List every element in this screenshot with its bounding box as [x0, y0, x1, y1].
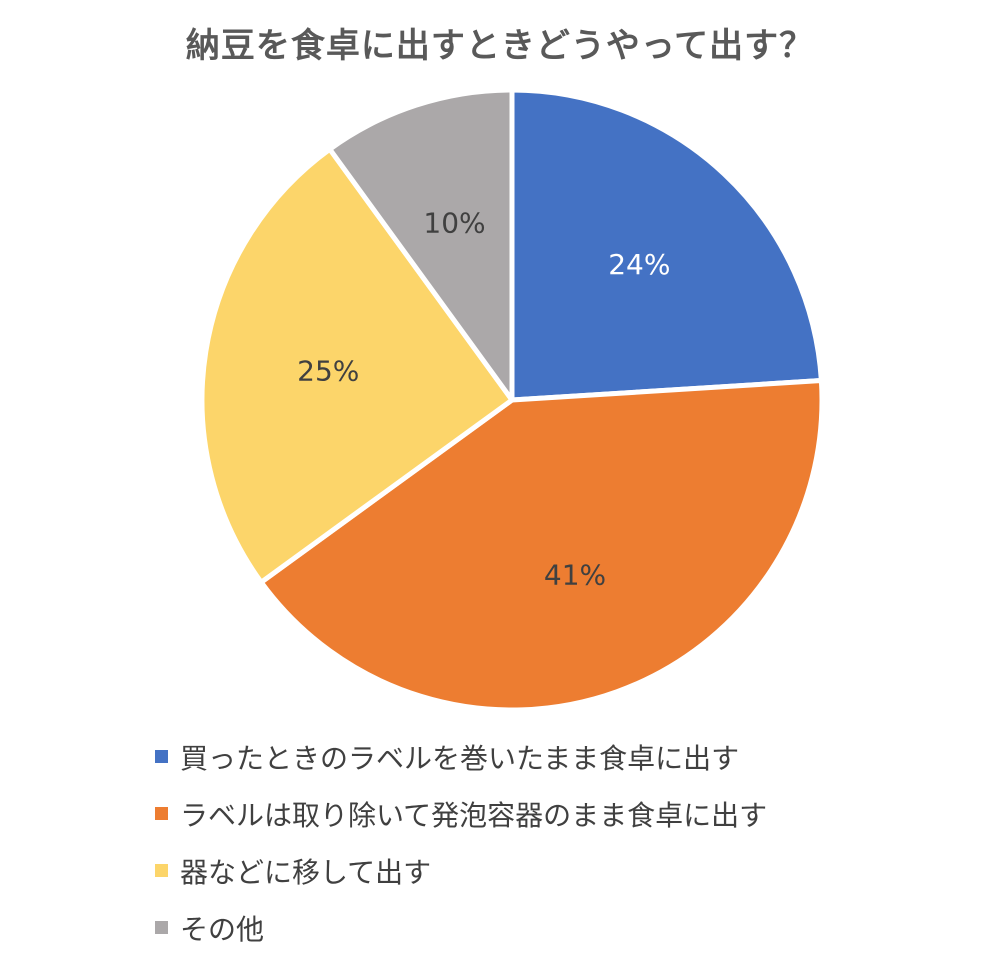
- legend-item: 買ったときのラベルを巻いたまま食卓に出す: [155, 728, 767, 785]
- data-label-1: 41%: [544, 559, 606, 592]
- pie-chart: 24% 41% 25% 10%: [199, 87, 825, 713]
- legend-item: その他: [155, 899, 767, 956]
- pie-slice-3: [327, 87, 515, 403]
- pie-slice-2: [199, 146, 515, 585]
- legend-swatch: [155, 921, 168, 934]
- legend-label: ラベルは取り除いて発泡容器のまま食卓に出す: [180, 798, 768, 832]
- chart-title: 納豆を食卓に出すときどうやって出す？: [185, 26, 815, 66]
- legend-item: 器などに移して出す: [155, 842, 767, 899]
- legend-swatch: [155, 750, 168, 763]
- legend-swatch: [155, 807, 168, 820]
- legend-label: 買ったときのラベルを巻いたまま食卓に出す: [180, 741, 740, 775]
- legend-label: 器などに移して出す: [180, 855, 432, 889]
- legend-swatch: [155, 864, 168, 877]
- legend: 買ったときのラベルを巻いたまま食卓に出す ラベルは取り除いて発泡容器のまま食卓に出…: [155, 728, 767, 956]
- data-label-0: 24%: [608, 248, 670, 281]
- data-label-2: 25%: [297, 354, 359, 387]
- legend-label: その他: [180, 912, 265, 946]
- legend-item: ラベルは取り除いて発泡容器のまま食卓に出す: [155, 785, 767, 842]
- pie-slice-1: [258, 378, 825, 713]
- data-label-3: 10%: [423, 207, 485, 240]
- pie-slice-0: [509, 87, 824, 403]
